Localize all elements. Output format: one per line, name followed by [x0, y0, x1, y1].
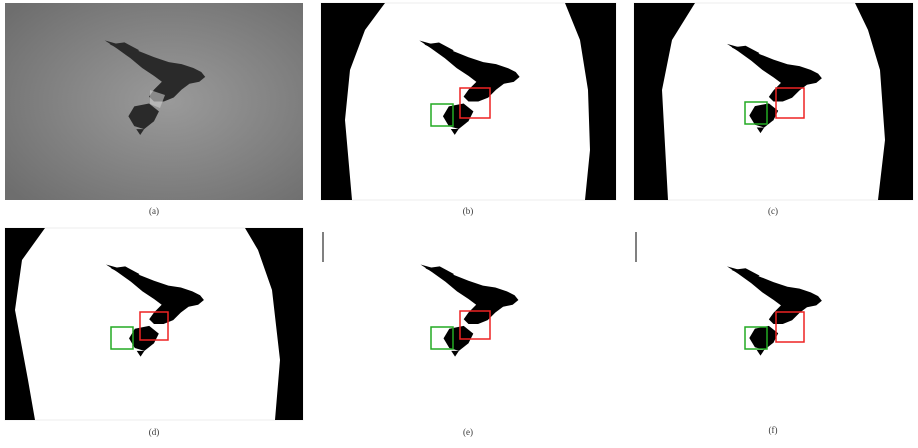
panel-c [633, 2, 914, 201]
caption: (d) [149, 427, 160, 437]
panel-f [634, 228, 913, 420]
panel-a [5, 3, 303, 200]
panel-e [321, 228, 616, 420]
caption: (e) [463, 427, 473, 437]
caption: (a) [149, 206, 159, 216]
caption: (c) [768, 206, 778, 216]
panel-b [320, 2, 617, 201]
panel-d [4, 227, 304, 421]
caption: (b) [463, 206, 474, 216]
caption: (f) [769, 425, 778, 435]
